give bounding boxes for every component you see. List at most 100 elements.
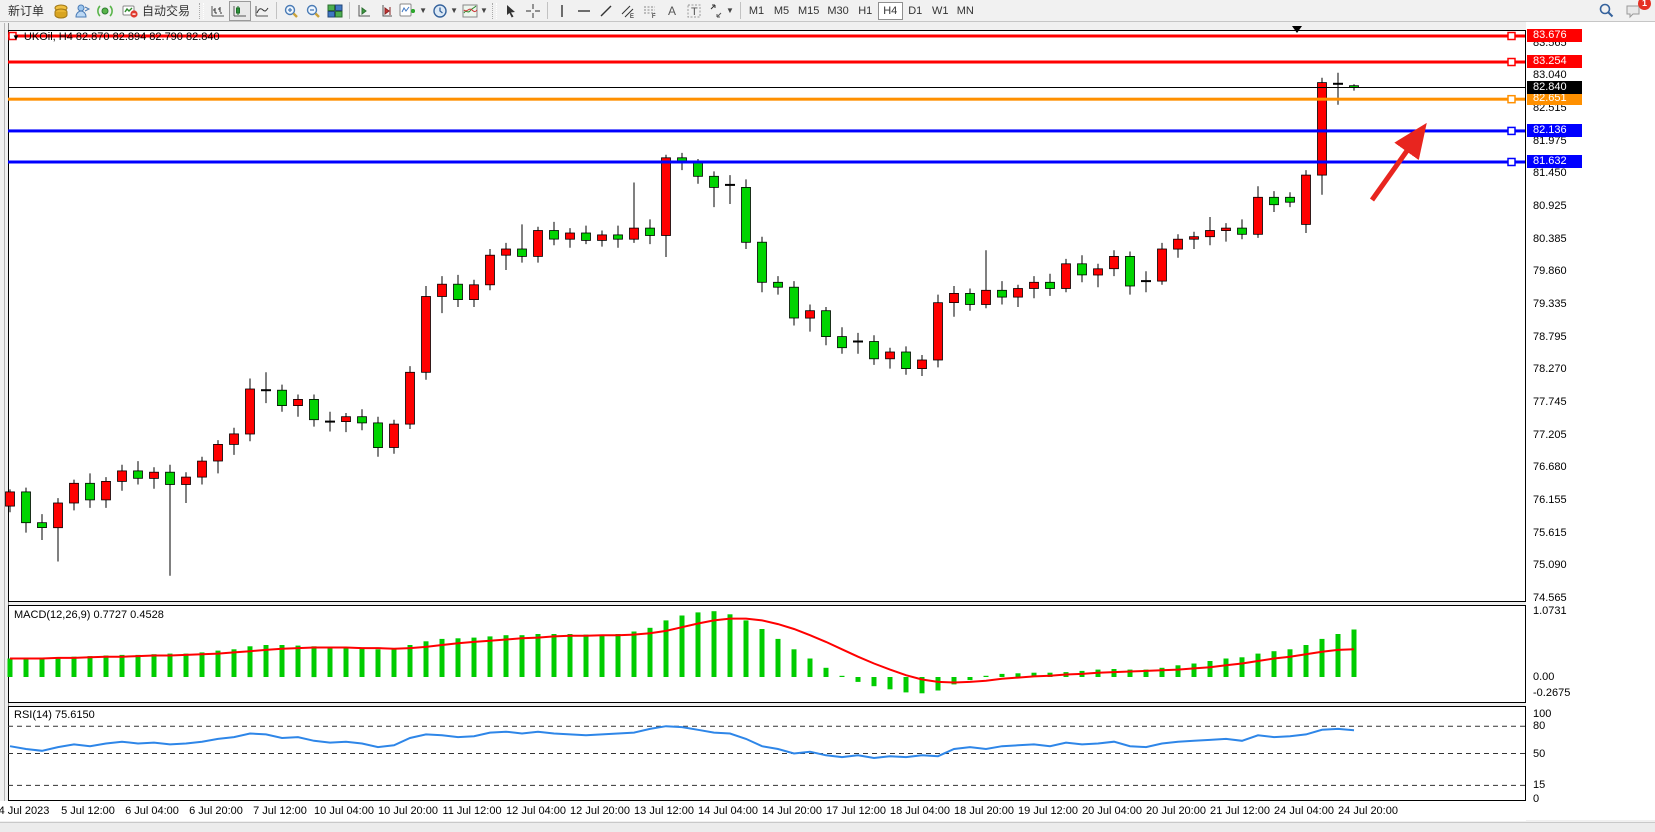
time-axis-label: 10 Jul 04:00 <box>314 805 374 817</box>
rsi-scale-label: 0 <box>1533 793 1540 805</box>
current-price-badge: 82.840 <box>1527 80 1582 94</box>
price-tick-label: 80.385 <box>1533 232 1567 245</box>
price-tick-label: 79.860 <box>1533 265 1567 278</box>
bar-chart-type-button[interactable] <box>207 1 229 21</box>
price-line-badge-81.632: 81.632 <box>1527 154 1582 168</box>
price-tick-label: 74.565 <box>1533 591 1567 604</box>
rsi-indicator-label: RSI(14) 75.6150 <box>14 709 95 721</box>
tile-windows-button[interactable] <box>324 1 346 21</box>
step-to-end-button[interactable] <box>375 1 397 21</box>
price-tick-label: 83.040 <box>1533 69 1567 82</box>
trendline-tool-button[interactable] <box>595 1 617 21</box>
price-line-badge-83.254: 83.254 <box>1527 55 1582 68</box>
indicators-button[interactable]: ▼ <box>461 1 489 21</box>
price-tick-label: 79.335 <box>1533 297 1567 310</box>
cursor-tool-button[interactable] <box>500 1 522 21</box>
signal-icon[interactable] <box>94 1 116 21</box>
price-tick-label: 77.745 <box>1533 395 1567 408</box>
time-axis-label: 21 Jul 12:00 <box>1210 805 1270 817</box>
price-line-81.632[interactable] <box>8 160 1525 164</box>
price-line-handle[interactable] <box>1507 94 1516 104</box>
price-line-badge-82.136: 82.136 <box>1527 123 1582 137</box>
text-label-tool-button[interactable]: T <box>683 1 705 21</box>
price-tick-label: 78.270 <box>1533 363 1567 376</box>
svg-text:A: A <box>668 4 676 18</box>
crosshair-tool-button[interactable] <box>522 1 544 21</box>
price-line-82.136[interactable] <box>8 129 1525 133</box>
rsi-scale-label: 15 <box>1533 779 1546 792</box>
main-toolbar: 新订单 自动交易 <box>0 0 1655 22</box>
macd-indicator-label: MACD(12,26,9) 0.7727 0.4528 <box>14 609 164 621</box>
auto-trading-button[interactable]: 自动交易 <box>116 1 196 21</box>
price-line-handle <box>8 31 17 41</box>
time-axis-label: 17 Jul 12:00 <box>826 805 886 817</box>
zoom-in-button[interactable] <box>280 1 302 21</box>
price-scale[interactable]: 83.565 83.040 82.515 81.975 81.450 80.925 80.3… <box>1526 22 1655 820</box>
timeframe-M30[interactable]: M30 <box>827 4 849 17</box>
price-line-82.651[interactable] <box>8 97 1525 101</box>
market-watch-icon[interactable] <box>72 1 94 21</box>
horizontal-line-tool-button[interactable] <box>573 1 595 21</box>
zoom-out-button[interactable] <box>302 1 324 21</box>
time-axis-label: 4 Jul 2023 <box>0 805 50 817</box>
time-axis-label: 24 Jul 20:00 <box>1338 805 1398 817</box>
timeframe-H4[interactable]: H4 <box>877 1 903 20</box>
price-tick-label: 76.155 <box>1533 493 1567 506</box>
window-bottom-edge <box>0 822 1655 832</box>
time-axis-label: 13 Jul 12:00 <box>634 805 694 817</box>
time-axis-label: 11 Jul 12:00 <box>442 805 502 817</box>
time-axis-label: 12 Jul 04:00 <box>506 805 566 817</box>
timeframe-MN[interactable]: MN <box>956 4 974 17</box>
step-forward-button[interactable] <box>353 1 375 21</box>
macd-scale-label: 0.00 <box>1533 671 1555 683</box>
price-line-83.676[interactable] <box>8 34 1525 38</box>
search-icon[interactable] <box>1595 1 1617 21</box>
price-line-badge-82.651: 82.651 <box>1527 92 1582 106</box>
price-line-83.254[interactable] <box>8 60 1525 64</box>
time-axis-label: 14 Jul 04:00 <box>698 805 758 817</box>
rsi-scale-label: 50 <box>1533 747 1546 760</box>
chart-menu-arrow-icon[interactable]: ▼ <box>12 33 20 42</box>
price-line-handle[interactable] <box>1507 57 1516 67</box>
timeframe-D1[interactable]: D1 <box>908 4 923 17</box>
svg-text:E: E <box>630 14 634 19</box>
price-line-handle[interactable] <box>1507 31 1516 41</box>
toolbar-separator <box>276 2 278 19</box>
toolbar-grip <box>491 2 497 19</box>
price-tick-label: 75.090 <box>1533 559 1567 572</box>
new-order-button[interactable]: 新订单 <box>8 4 45 18</box>
timeframe-H1[interactable]: H1 <box>858 4 873 17</box>
rsi-scale-label: 80 <box>1533 720 1546 733</box>
candles-series <box>5 72 1359 576</box>
text-tool-button[interactable]: A <box>661 1 683 21</box>
chart-title: ▼ UKOil, H4 82.870 82.894 82.790 82.840 <box>12 31 220 43</box>
trend-arrow-annotation[interactable] <box>1369 122 1427 202</box>
time-axis-label: 12 Jul 20:00 <box>570 805 630 817</box>
arrows-tool-button[interactable]: ▼ <box>705 1 737 21</box>
price-line-handle[interactable] <box>1507 157 1516 167</box>
price-line-handle[interactable] <box>1507 126 1516 136</box>
timeframe-M5[interactable]: M5 <box>773 4 790 17</box>
notifications-button[interactable]: 1 <box>1623 0 1651 21</box>
period-menu-button[interactable]: ▼ <box>429 1 461 21</box>
price-tick-label: 77.205 <box>1533 428 1567 441</box>
vertical-line-tool-button[interactable] <box>551 1 573 21</box>
candlestick-chart-type-button[interactable] <box>229 0 252 21</box>
equidistant-channel-tool-button[interactable]: E <box>617 1 639 21</box>
fibonacci-tool-button[interactable]: F <box>639 1 661 21</box>
line-chart-type-button[interactable] <box>251 1 273 21</box>
time-axis-label: 6 Jul 20:00 <box>189 805 243 817</box>
svg-text:F: F <box>652 14 656 19</box>
time-axis-label: 6 Jul 04:00 <box>125 805 179 817</box>
timeframe-M1[interactable]: M1 <box>748 4 765 17</box>
timeframe-M15[interactable]: M15 <box>797 4 820 17</box>
time-axis-label: 7 Jul 12:00 <box>253 805 307 817</box>
chevron-down-icon: ▼ <box>480 6 488 15</box>
toolbar-separator <box>349 2 351 19</box>
new-chart-button[interactable]: ▼ <box>397 1 429 21</box>
chart-shift-marker-icon <box>1292 26 1302 33</box>
timeframe-W1[interactable]: W1 <box>932 4 949 17</box>
charts-stack-icon[interactable] <box>50 1 72 21</box>
time-axis[interactable]: 4 Jul 2023 5 Jul 12:00 6 Jul 04:00 6 Jul 20… <box>0 801 1526 821</box>
